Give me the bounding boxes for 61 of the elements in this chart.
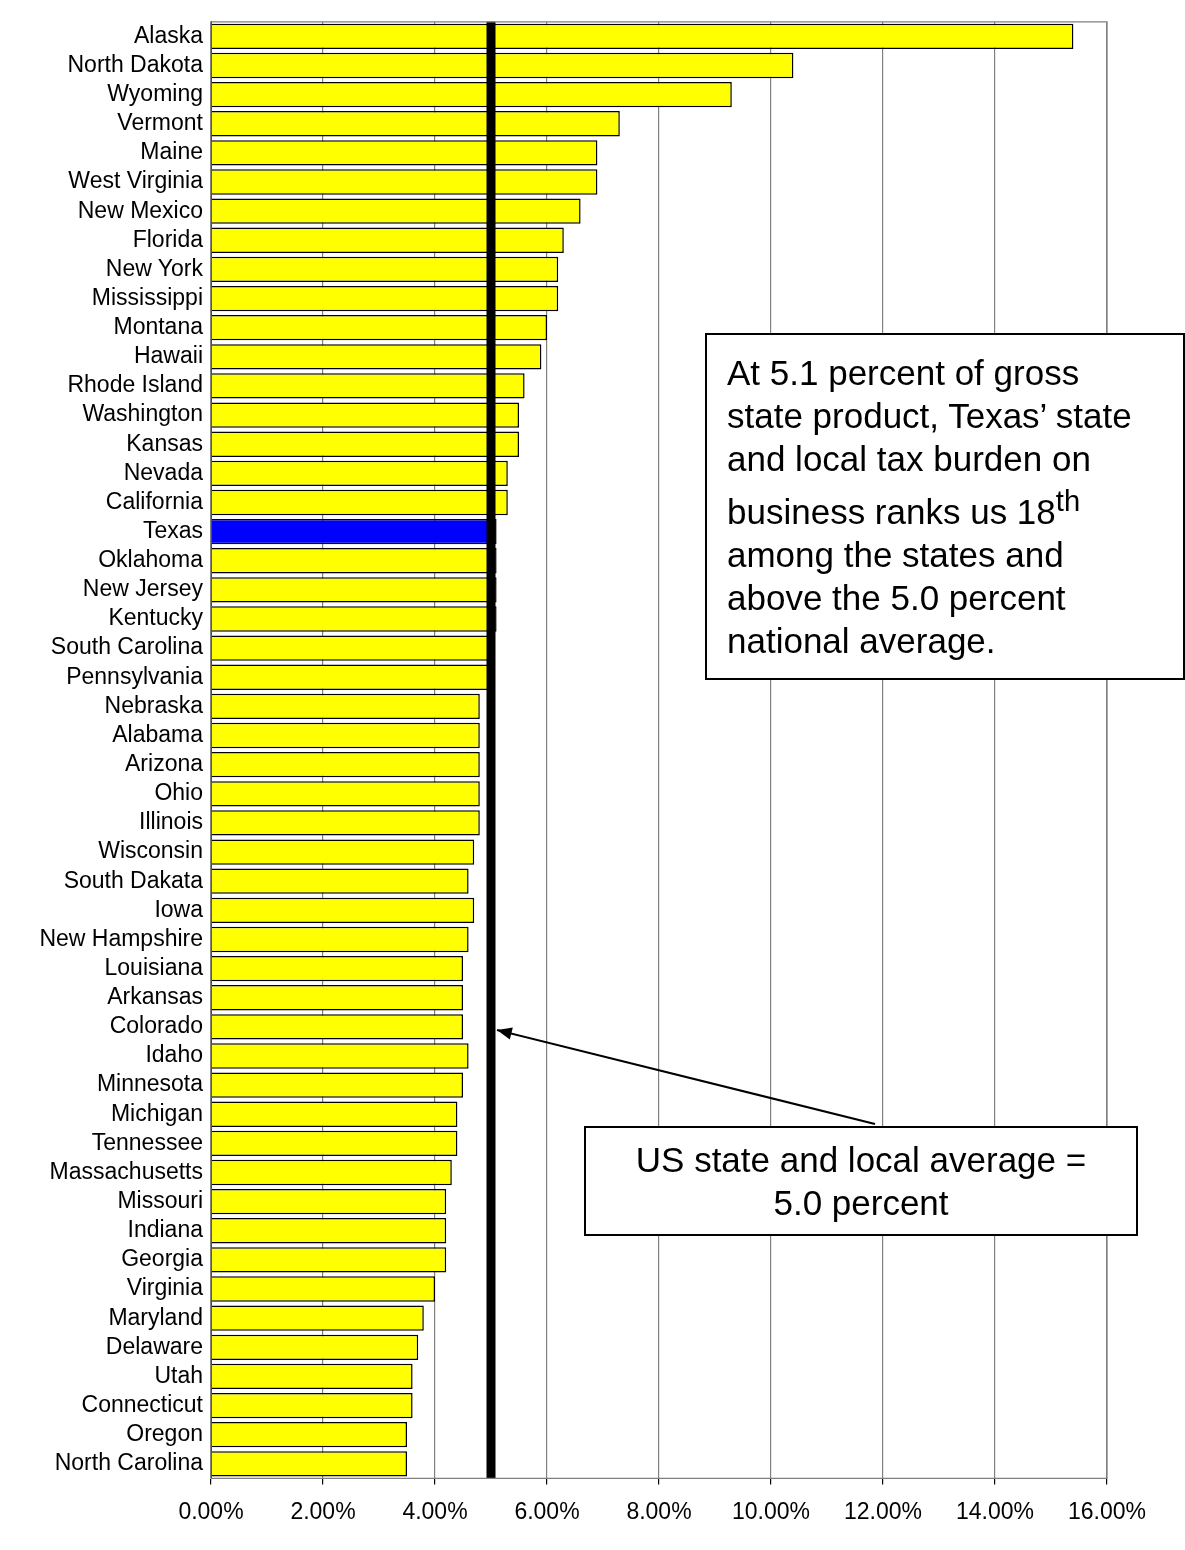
y-tick-label: Tennessee [91,1128,203,1155]
y-tick-label: Indiana [127,1216,204,1243]
y-tick-label: Virginia [126,1274,204,1301]
y-tick-label: Nevada [123,458,204,485]
y-tick-label: Pennsylvania [66,662,204,689]
y-tick-label: Utah [154,1361,203,1388]
y-tick-label: Kentucky [108,604,204,631]
y-tick-label: Texas [142,516,203,543]
y-tick-label: Michigan [110,1099,203,1126]
y-tick-label: Florida [132,225,204,252]
y-tick-label: Vermont [117,109,204,136]
y-tick-label: New Mexico [77,196,203,223]
y-tick-label: Oregon [126,1420,203,1447]
y-tick-label: Wisconsin [98,837,203,864]
y-tick-label: Mississippi [91,283,203,310]
y-tick-label: Minnesota [96,1070,204,1097]
y-tick-label: Massachusetts [49,1157,203,1184]
y-tick-label: Alabama [112,720,204,747]
y-tick-label: Arizona [125,750,204,777]
y-tick-label: New Jersey [82,575,204,602]
y-tick-label: North Dakota [67,50,204,77]
y-tick-label: New York [105,254,204,281]
x-tick-label: 8.00% [626,1497,692,1524]
x-tick-label: 6.00% [514,1497,580,1524]
y-tick-label: Delaware [105,1332,203,1359]
y-tick-label: Nebraska [104,691,204,718]
y-tick-label: Oklahoma [98,546,204,573]
x-tick-label: 2.00% [290,1497,356,1524]
y-tick-label: Hawaii [133,342,203,369]
x-tick-label: 14.00% [955,1497,1035,1524]
x-tick-label: 0.00% [178,1497,244,1524]
y-tick-label: Colorado [109,1012,203,1039]
y-tick-label: Connecticut [81,1390,204,1417]
x-tick-label: 10.00% [731,1497,811,1524]
y-tick-label: Maine [140,138,203,165]
y-tick-label: Iowa [154,895,204,922]
y-tick-label: Washington [82,400,203,427]
x-tick-label: 4.00% [402,1497,468,1524]
y-tick-label: North Carolina [54,1449,204,1476]
y-tick-label: Illinois [139,808,203,835]
ref-line-label: US state and local average = 5.0 percent [584,1126,1138,1236]
y-tick-label: Missouri [117,1186,203,1213]
y-tick-label: Georgia [121,1245,204,1272]
x-tick-label: 12.00% [843,1497,923,1524]
y-tick-label: Arkansas [107,983,203,1010]
y-tick-label: California [105,487,204,514]
y-tick-label: Kansas [126,429,203,456]
y-tick-label: Rhode Island [67,371,203,398]
y-tick-label: Montana [113,313,204,340]
y-tick-label: Louisiana [104,953,204,980]
x-tick-label: 16.00% [1067,1497,1147,1524]
y-tick-label: Maryland [108,1303,203,1330]
y-tick-label: South Dakata [63,866,204,893]
y-tick-label: Ohio [154,779,203,806]
y-tick-label: South Carolina [50,633,204,660]
y-tick-label: Wyoming [107,79,203,106]
y-tick-label: Idaho [145,1041,203,1068]
y-tick-label: West Virginia [68,167,204,194]
y-tick-label: Alaska [133,21,204,48]
y-tick-label: New Hampshire [39,924,203,951]
annotation: At 5.1 percent of gross state product, Texas’ state and local tax burden on business ranks us 18$^{th}$ among the states and above the 5.0 percent national average. [705,333,1185,680]
